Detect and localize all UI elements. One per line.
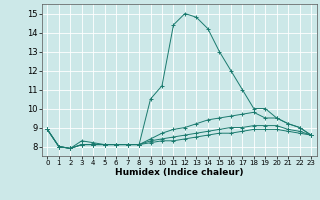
X-axis label: Humidex (Indice chaleur): Humidex (Indice chaleur) <box>115 168 244 177</box>
